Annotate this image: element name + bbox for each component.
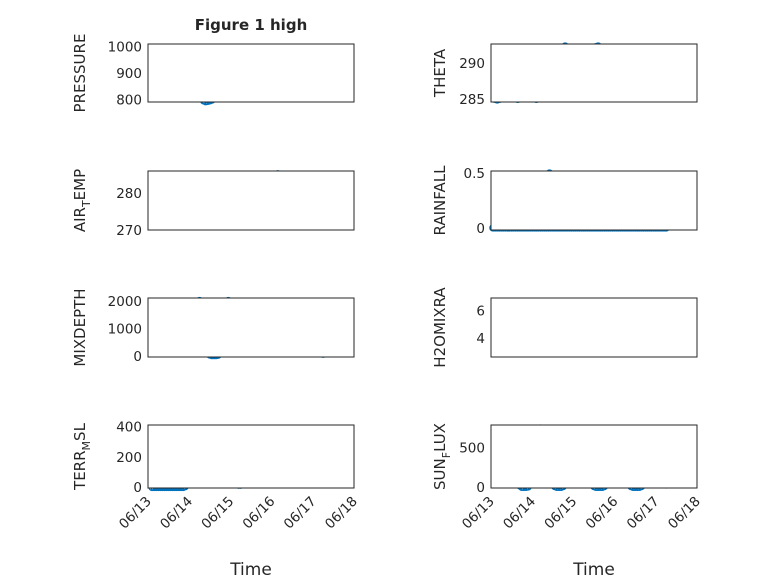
axes-frame: [147, 43, 355, 103]
y-axis-label: H2OMIXRA: [431, 287, 449, 368]
y-tick-label: 0: [133, 480, 142, 496]
x-tick-label: 06/14: [157, 494, 196, 533]
subplot-1: 800 900 1000 PRESSURE: [71, 34, 355, 113]
y-tick-label: 1000: [108, 40, 142, 56]
axes-frame: [490, 43, 698, 103]
y-tick-label: 900: [116, 66, 142, 82]
y-axis-label: SUNFLUX: [431, 423, 453, 490]
y-axis-label: TERRMSL: [71, 422, 93, 491]
y-tick-label: 4: [476, 331, 485, 347]
subplot-2: 285 290 THETA: [431, 42, 698, 108]
y-tick-label: 6: [476, 303, 485, 319]
y-axis-label: PRESSURE: [71, 34, 89, 113]
x-tick-label: 06/15: [541, 494, 580, 533]
subplot-6: 4 6 H2OMIXRA: [431, 287, 698, 368]
axes-frame: [490, 424, 698, 489]
axes-frame: [147, 170, 355, 231]
y-axis-label: MIXDEPTH: [71, 288, 89, 366]
y-tick-label: 290: [459, 56, 485, 72]
x-axis-label-right: Time: [572, 560, 615, 580]
y-tick-label: 270: [116, 223, 142, 239]
x-tick-label: 06/13: [116, 494, 155, 533]
x-tick-label: 06/17: [624, 494, 663, 533]
axes-frame: [147, 297, 355, 358]
y-tick-label: 200: [116, 450, 142, 466]
y-tick-label: 0: [476, 221, 485, 237]
axes-frame: [147, 424, 355, 489]
y-tick-label: 1000: [108, 321, 142, 337]
x-tick-label: 06/16: [240, 494, 279, 533]
x-axis-label-left: Time: [229, 560, 272, 580]
x-tick-label: 06/14: [500, 494, 539, 533]
axes-frame: [490, 297, 698, 358]
subplot-3: 270 280 AIRTEMP: [71, 169, 355, 239]
x-tick-label: 06/18: [665, 494, 704, 533]
y-axis-label: AIRTEMP: [71, 169, 93, 232]
y-tick-label: 2000: [108, 294, 142, 310]
y-tick-label: 0: [476, 480, 485, 496]
subplot-4: 0 0.5 RAINFALL: [431, 165, 698, 237]
y-tick-label: 280: [116, 186, 142, 202]
y-axis-label: THETA: [431, 48, 449, 98]
x-tick-label: 06/18: [322, 494, 361, 533]
y-tick-label: 0: [133, 349, 142, 365]
y-tick-label: 0.5: [464, 166, 485, 182]
x-tick-label: 06/15: [198, 494, 237, 533]
x-tick-label: 06/13: [459, 494, 498, 533]
y-axis-label: RAINFALL: [431, 165, 449, 236]
y-tick-label: 500: [459, 440, 485, 456]
figure-title: Figure 1 high: [195, 16, 308, 34]
x-tick-label: 06/17: [281, 494, 320, 533]
x-tick-label: 06/16: [583, 494, 622, 533]
subplot-7: 0 200 400 06/13 06/14 06/15 06/16 06/17 06/18 TER…: [71, 420, 361, 533]
axes-frame: [490, 170, 698, 231]
y-tick-label: 400: [116, 420, 142, 436]
subplot-8: 0 500 06/13 06/14 06/15 06/16 06/17 06/18 SUNFLU…: [431, 423, 704, 532]
y-tick-label: 285: [459, 92, 485, 108]
y-tick-label: 800: [116, 92, 142, 108]
subplot-5: 0 1000 2000 MIXDEPTH: [71, 288, 355, 367]
